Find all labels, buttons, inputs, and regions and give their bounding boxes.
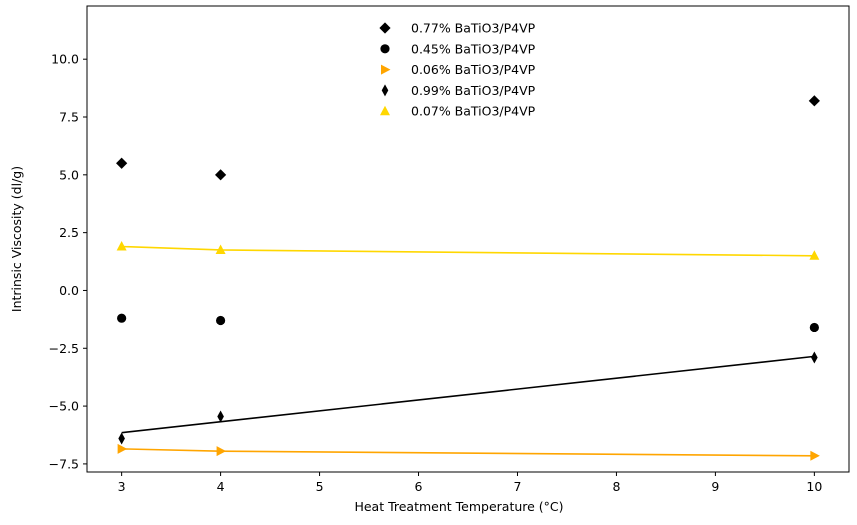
- x-tick-label: 5: [316, 479, 324, 494]
- legend-label-4: 0.07% BaTiO3/P4VP: [411, 104, 536, 119]
- y-tick-label: 0.0: [59, 283, 79, 298]
- legend-marker-2: [381, 64, 391, 75]
- x-tick-label: 9: [711, 479, 719, 494]
- legend-label-3: 0.99% BaTiO3/P4VP: [411, 83, 536, 98]
- legend-marker-1: [380, 44, 390, 54]
- y-tick-label: −2.5: [49, 341, 79, 356]
- y-tick-label: 5.0: [59, 167, 79, 182]
- plot-area-frame: [86, 5, 850, 473]
- data-point-s1-0: [117, 313, 127, 323]
- x-axis-ticks: 3 4 5 6 7 8 9 10: [118, 472, 822, 494]
- trend-line-0: [121, 355, 815, 434]
- y-axis-ticks: −7.5 −5.0 −2.5 0.0 2.5 5.0 7.5 10.0: [49, 52, 87, 471]
- y-tick-label: −5.0: [49, 399, 79, 414]
- y-tick-label: −7.5: [49, 456, 79, 471]
- data-point-s0-0: [116, 157, 128, 169]
- x-tick-label: 4: [217, 479, 225, 494]
- x-tick-label: 10: [806, 479, 822, 494]
- data-point-s0-2: [808, 95, 820, 107]
- y-tick-label: 10.0: [51, 52, 79, 67]
- data-point-s4-2: [809, 250, 820, 260]
- legend-marker-0: [379, 22, 391, 34]
- x-axis-title: Heat Treatment Temperature (°C): [354, 499, 563, 514]
- y-axis-title: Intrinsic Viscosity (dl/g): [9, 166, 24, 312]
- series-line-2: [121, 448, 815, 457]
- legend-label-2: 0.06% BaTiO3/P4VP: [411, 62, 536, 77]
- data-point-s4-1: [215, 244, 226, 254]
- series-lines: [121, 245, 815, 457]
- legend-marker-4: [380, 105, 390, 116]
- data-point-s1-1: [215, 315, 226, 326]
- series-line-4: [121, 245, 815, 257]
- data-point-s0-1: [214, 169, 227, 181]
- x-tick-label: 3: [118, 479, 126, 494]
- data-point-s3-2: [811, 351, 818, 364]
- trend-lines: [121, 355, 815, 434]
- y-tick-label: 2.5: [59, 225, 79, 240]
- x-tick-label: 6: [415, 479, 423, 494]
- data-point-s3-0: [118, 432, 125, 445]
- x-tick-label: 7: [514, 479, 522, 494]
- data-point-s3-1: [217, 410, 224, 423]
- data-points: [116, 95, 820, 461]
- legend: 0.77% BaTiO3/P4VP 0.45% BaTiO3/P4VP 0.06% …: [379, 21, 536, 119]
- data-point-s4-0: [116, 241, 127, 251]
- data-point-s2-1: [216, 446, 227, 457]
- y-tick-label: 7.5: [59, 110, 79, 125]
- legend-marker-3: [381, 84, 389, 97]
- data-point-s2-2: [810, 450, 820, 461]
- x-tick-label: 8: [612, 479, 620, 494]
- legend-label-1: 0.45% BaTiO3/P4VP: [411, 41, 536, 56]
- data-point-s1-2: [809, 322, 819, 333]
- data-point-s2-0: [117, 443, 128, 454]
- legend-label-0: 0.77% BaTiO3/P4VP: [411, 21, 536, 36]
